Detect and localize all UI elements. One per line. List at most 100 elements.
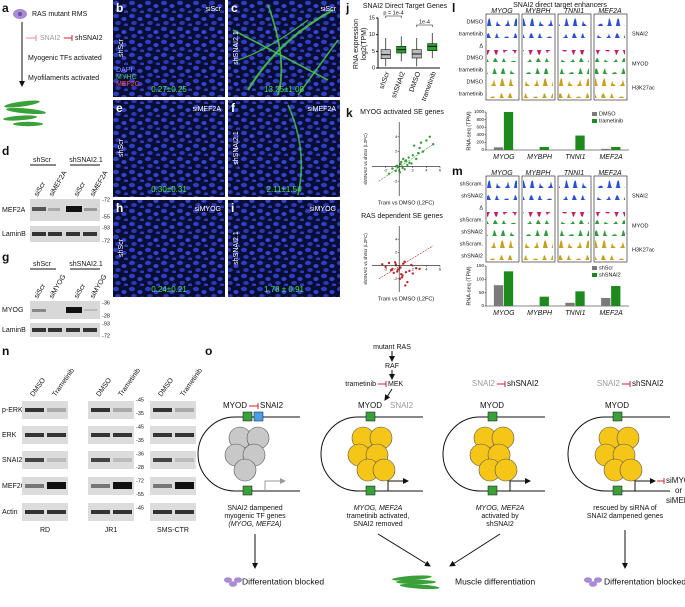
lane-label: Trametinib — [179, 367, 204, 398]
shape — [30, 301, 100, 319]
marker: -28 — [136, 465, 144, 471]
category-label: shScr — [379, 70, 392, 90]
blot-strip — [22, 477, 68, 495]
signal-track — [523, 93, 553, 98]
label: MYOG — [2, 307, 23, 314]
signal-track — [559, 68, 589, 74]
mark-label: MYOD — [632, 61, 649, 67]
shape — [83, 232, 97, 236]
tick-label: -2 — [384, 167, 388, 172]
tick-label: 400 — [476, 132, 484, 137]
gene-label: TNNI1 — [564, 8, 584, 15]
track-label: trametinib — [459, 31, 483, 37]
label: shSNAI2 — [75, 35, 103, 42]
label: siMEF2A — [89, 170, 109, 198]
myotube — [237, 19, 309, 61]
tick-label: 0 — [398, 167, 401, 172]
myotube-icon — [391, 575, 432, 581]
myotube — [247, 9, 334, 91]
point — [381, 263, 384, 266]
gene-label: MYBPH — [527, 310, 553, 317]
band — [25, 510, 44, 514]
enhancer — [487, 485, 498, 496]
label: MEF2A — [2, 207, 26, 214]
micrograph — [228, 200, 340, 297]
band — [153, 433, 172, 437]
label: -93 — [102, 321, 110, 327]
label: siMEF2A — [193, 106, 222, 113]
gene-label: MYBPH — [526, 170, 552, 177]
gene-label: TNNI1 — [565, 154, 585, 161]
blot-strip — [150, 503, 196, 521]
point — [396, 165, 400, 169]
caption: MYOG, MEF2A — [354, 505, 403, 512]
point — [396, 268, 400, 271]
inhibit — [64, 35, 73, 41]
chart-title: SNAI2 Direct Target Genes — [363, 3, 448, 10]
caption: myogenic TF genes — [224, 513, 286, 520]
trend — [378, 245, 434, 280]
tick-label: 2 — [395, 149, 398, 154]
tick-label: 4 — [425, 267, 428, 272]
track-frame — [485, 13, 520, 101]
gene-label: MYBPH — [527, 154, 553, 161]
lane-label: Trametinib — [117, 367, 142, 398]
blot-strip — [22, 426, 68, 444]
myotube-icon — [399, 583, 440, 590]
label: -93 — [102, 225, 110, 231]
point — [404, 271, 408, 274]
bar — [575, 135, 585, 150]
panel-letter: k — [346, 106, 353, 120]
signal-track — [595, 68, 625, 74]
point — [404, 284, 407, 287]
caption: MYOG, MEF2A — [476, 505, 525, 512]
signal-track — [523, 195, 553, 200]
legend-swatch — [592, 119, 597, 123]
chart-title: MYOG activated SE genes — [360, 109, 444, 116]
tick-label: 150 — [476, 263, 484, 268]
axis-label: Tram vs DMSO (L2FC) — [378, 296, 434, 302]
label: siScr — [73, 180, 87, 198]
quantification: 0.27±0.25 — [151, 85, 187, 94]
lane-label: DMSO — [157, 377, 175, 399]
signal-track — [595, 195, 625, 200]
label: shScr — [33, 261, 52, 268]
blot-strip — [88, 503, 134, 521]
axis-label: log2(TPM) — [361, 28, 368, 61]
label: siMYOG — [48, 274, 67, 300]
tf-complex — [619, 458, 643, 482]
label: siScr — [33, 282, 47, 300]
band — [91, 408, 110, 412]
micrographs: b siScr shScr 0.27±0.25 c siScr shSNAI2.1 13.25… — [113, 0, 340, 297]
outcome: Muscle differentiation — [455, 576, 535, 586]
track-frame — [593, 175, 628, 263]
track-label: shScram. — [460, 241, 484, 247]
blot-strip — [150, 451, 196, 469]
enhancer — [242, 485, 253, 496]
shape — [32, 232, 46, 236]
tick-label: 0 — [372, 65, 375, 71]
point — [415, 157, 418, 161]
band — [25, 408, 44, 412]
track-frame — [521, 175, 556, 263]
point — [410, 263, 413, 267]
track-label: shSNAI2 — [461, 253, 483, 259]
label: SNAI2 — [390, 401, 414, 410]
band — [91, 458, 110, 462]
band — [113, 510, 132, 514]
band — [175, 433, 194, 437]
point — [384, 265, 387, 269]
point — [401, 166, 404, 170]
panel-letter: f — [231, 101, 236, 115]
outcome: Differentation blocked — [242, 576, 324, 586]
label: siMEF2A — [48, 170, 68, 198]
micrograph — [113, 200, 225, 297]
blot-strip — [88, 401, 134, 419]
tick-label: 15 — [369, 15, 375, 21]
band — [47, 458, 66, 462]
point — [400, 272, 403, 276]
bar — [493, 147, 504, 150]
label: -55 — [102, 214, 110, 220]
tick-label: 6 — [439, 167, 442, 172]
signal-track — [559, 220, 589, 224]
